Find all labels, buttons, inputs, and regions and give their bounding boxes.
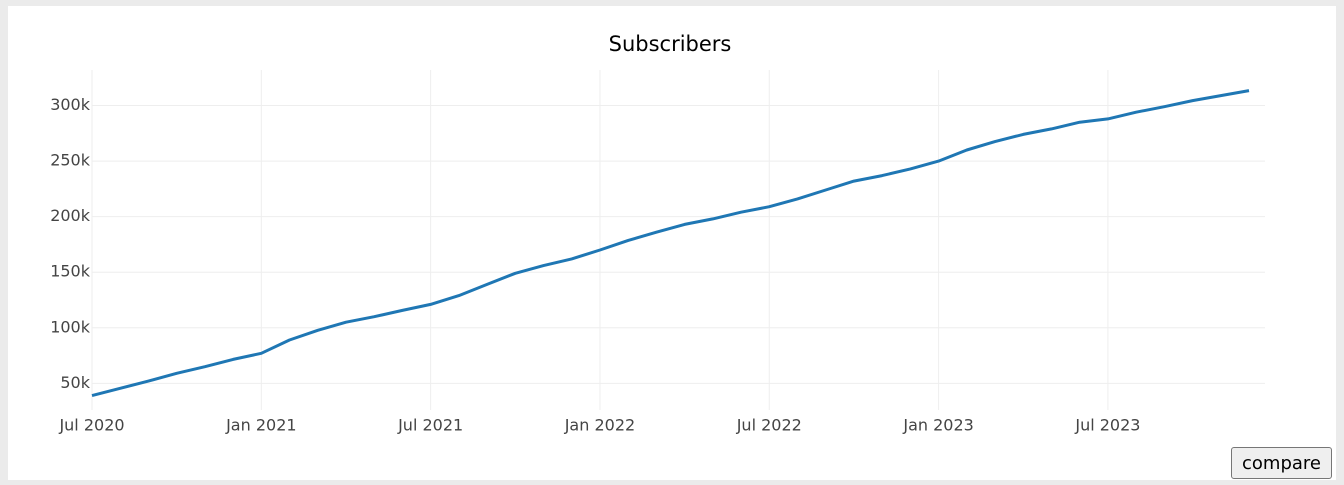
- x-tick-label: Jan 2023: [902, 416, 973, 435]
- x-tick-label: Jul 2023: [1074, 416, 1140, 435]
- x-tick-label: Jul 2021: [397, 416, 463, 435]
- x-tick-label: Jan 2021: [225, 416, 296, 435]
- y-tick-label: 250k: [50, 151, 91, 170]
- y-tick-label: 300k: [50, 95, 91, 114]
- chart-title: Subscribers: [609, 32, 732, 56]
- line-series: [91, 89, 1250, 398]
- y-tick-label: 100k: [50, 317, 91, 336]
- x-tick-label: Jul 2022: [736, 416, 802, 435]
- compare-button[interactable]: compare: [1231, 447, 1332, 479]
- x-tick-label: Jan 2022: [564, 416, 635, 435]
- chart-card: [8, 6, 1336, 480]
- x-tick-label: Jul 2020: [58, 416, 124, 435]
- y-tick-label: 50k: [60, 373, 90, 392]
- y-tick-label: 150k: [50, 262, 91, 281]
- y-tick-label: 200k: [50, 206, 91, 225]
